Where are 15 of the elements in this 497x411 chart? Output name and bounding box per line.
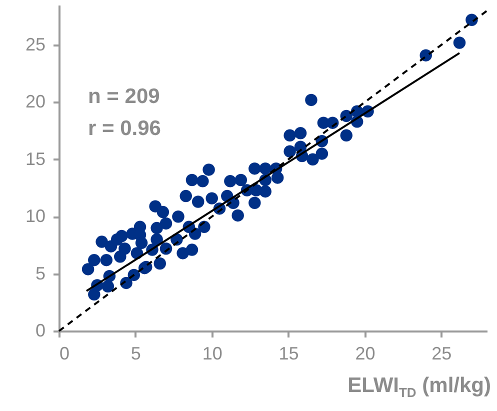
y-tick-label: 10 xyxy=(25,206,46,226)
x-tick-label: 10 xyxy=(202,344,222,364)
x-tick-label: 20 xyxy=(355,344,376,364)
annotation: r = 0.96 xyxy=(88,117,161,140)
x-tick-label: 5 xyxy=(130,344,141,364)
y-tick-label: 15 xyxy=(25,148,46,169)
x-tick-label: 25 xyxy=(432,344,452,364)
y-tick-label: 25 xyxy=(25,34,46,55)
x-tick-label: 0 xyxy=(60,344,70,364)
y-tick-label: 5 xyxy=(35,263,46,284)
annotation: n = 209 xyxy=(88,85,160,108)
x-axis-title: ELWI$_{TD}$ (ml/kg) xyxy=(348,374,491,400)
x-tick-label: 15 xyxy=(278,344,299,364)
y-tick-label: 0 xyxy=(35,320,46,340)
y-tick-label: 20 xyxy=(25,92,46,112)
